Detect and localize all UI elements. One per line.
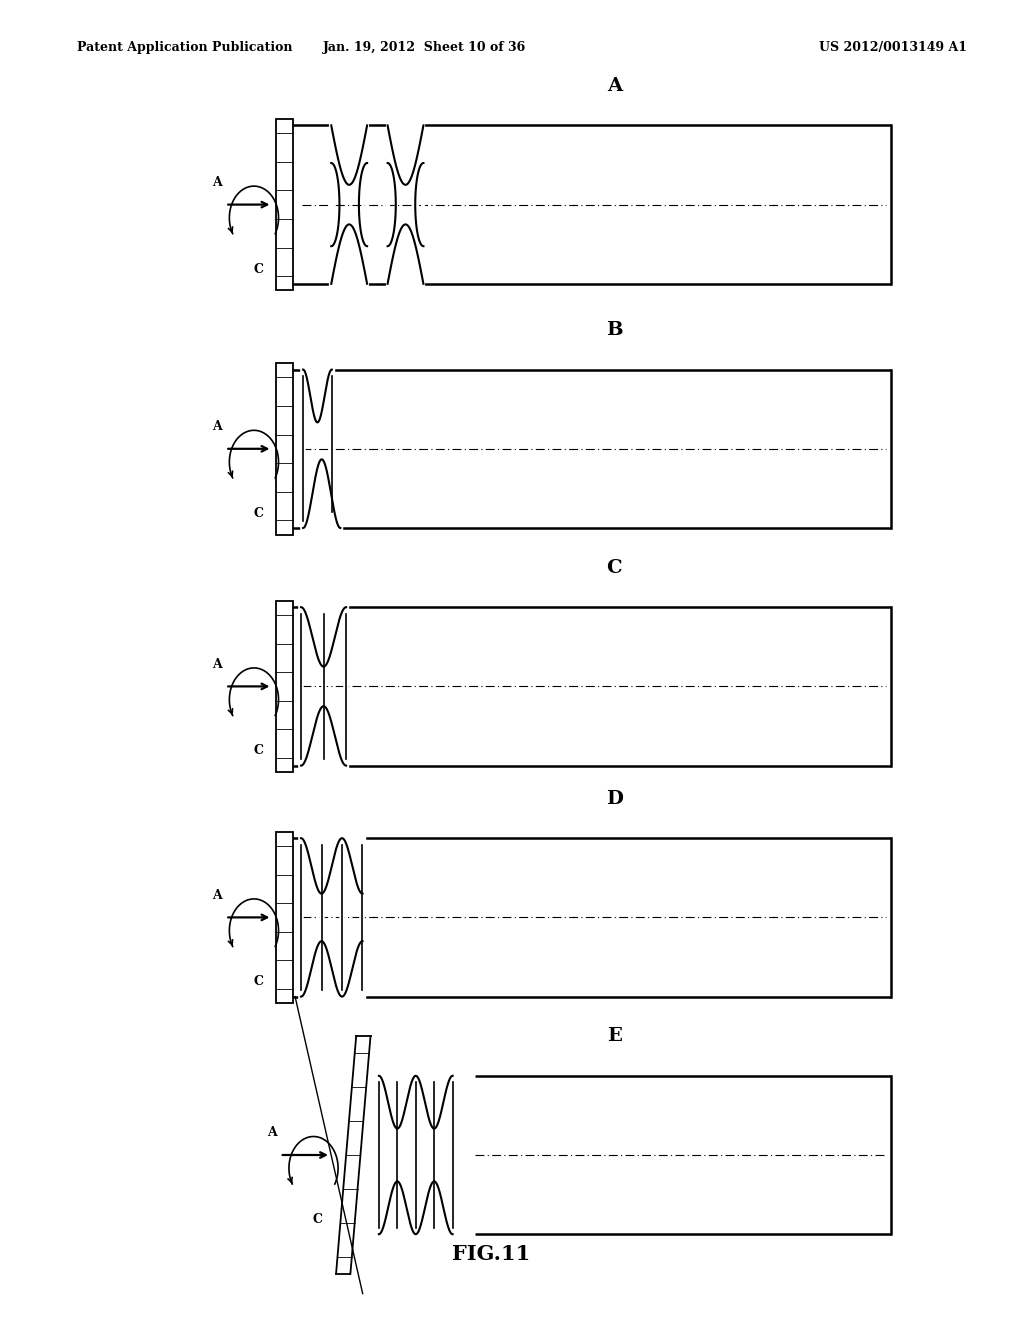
- Text: US 2012/0013149 A1: US 2012/0013149 A1: [819, 41, 968, 54]
- Bar: [276, 119, 293, 290]
- Text: A: A: [212, 176, 222, 189]
- Text: C: C: [253, 507, 263, 520]
- Text: A: A: [266, 1126, 276, 1139]
- Text: A: A: [607, 77, 622, 95]
- Text: C: C: [253, 744, 263, 758]
- Bar: [276, 363, 293, 535]
- Text: A: A: [212, 888, 222, 902]
- Text: Patent Application Publication: Patent Application Publication: [77, 41, 292, 54]
- Text: B: B: [606, 321, 623, 339]
- Text: E: E: [607, 1027, 622, 1045]
- Text: Jan. 19, 2012  Sheet 10 of 36: Jan. 19, 2012 Sheet 10 of 36: [324, 41, 526, 54]
- Text: D: D: [606, 789, 623, 808]
- Text: C: C: [253, 263, 263, 276]
- Bar: [276, 832, 293, 1003]
- Text: FIG.11: FIG.11: [453, 1243, 530, 1265]
- Text: A: A: [212, 420, 222, 433]
- Bar: [276, 601, 293, 772]
- Text: C: C: [253, 975, 263, 989]
- Text: C: C: [606, 558, 623, 577]
- Text: C: C: [312, 1213, 323, 1226]
- Text: A: A: [212, 657, 222, 671]
